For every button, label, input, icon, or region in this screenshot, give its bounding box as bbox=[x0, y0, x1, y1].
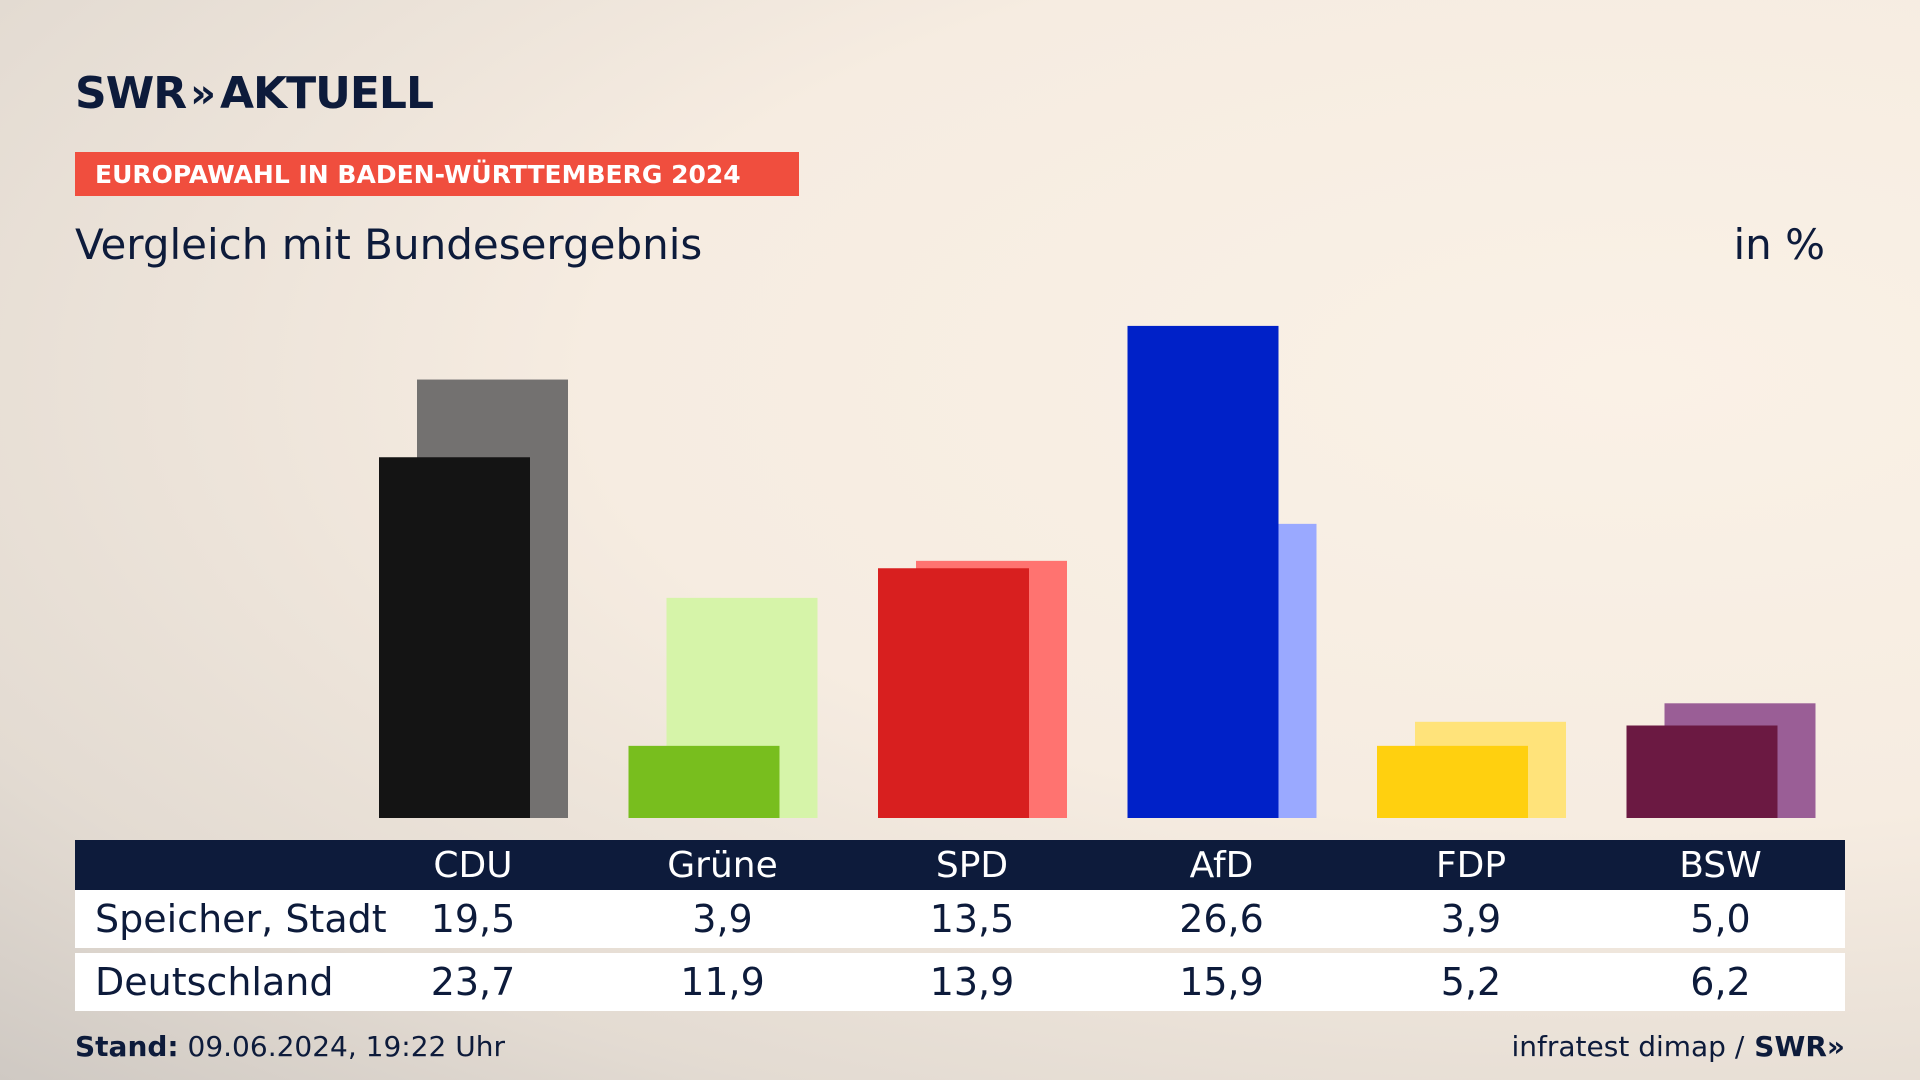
timestamp: Stand: 09.06.2024, 19:22 Uhr bbox=[75, 1030, 505, 1063]
row-label: Speicher, Stadt bbox=[95, 897, 387, 941]
party-header: SPD bbox=[935, 844, 1009, 886]
chart-subtitle: Vergleich mit Bundesergebnis bbox=[75, 220, 703, 269]
party-header: BSW bbox=[1679, 844, 1762, 886]
source-credit: infratest dimap / SWR» bbox=[1511, 1030, 1845, 1063]
table-row: Deutschland 23,7 11,9 13,9 15,9 5,2 6,2 bbox=[75, 953, 1845, 1011]
source-brand: SWR» bbox=[1754, 1030, 1845, 1063]
logo-aktuell-text: AKTUELL bbox=[219, 68, 434, 119]
value-cell: 3,9 bbox=[1440, 897, 1502, 941]
row-label: Deutschland bbox=[95, 960, 334, 1004]
value-cell: 13,5 bbox=[929, 897, 1015, 941]
unit-label: in % bbox=[1733, 220, 1825, 269]
source-text: infratest dimap / bbox=[1511, 1030, 1745, 1063]
stand-value: 09.06.2024, 19:22 Uhr bbox=[187, 1030, 505, 1063]
table-row: Speicher, Stadt 19,5 3,9 13,5 26,6 3,9 5,0 bbox=[75, 890, 1845, 948]
bar-chart bbox=[379, 325, 1816, 818]
logo-swr-text: SWR bbox=[75, 68, 187, 119]
bar-speicher-grüne bbox=[628, 745, 780, 818]
bar-speicher-cdu bbox=[379, 457, 530, 818]
bar-speicher-fdp bbox=[1377, 745, 1528, 818]
party-header: FDP bbox=[1435, 844, 1507, 886]
party-header: Grüne bbox=[667, 844, 778, 886]
value-cell: 15,9 bbox=[1179, 960, 1264, 1004]
value-cell: 26,6 bbox=[1179, 897, 1264, 941]
value-cell: 13,9 bbox=[929, 960, 1015, 1004]
value-cell: 19,5 bbox=[430, 897, 516, 941]
party-header: AfD bbox=[1189, 844, 1254, 886]
value-cell: 5,0 bbox=[1690, 897, 1751, 941]
table-header: CDU Grüne SPD AfD FDP BSW bbox=[75, 840, 1845, 890]
value-cell: 23,7 bbox=[430, 960, 516, 1004]
election-banner: EUROPAWAHL IN BADEN-WÜRTTEMBERG 2024 bbox=[75, 152, 799, 196]
party-header: CDU bbox=[433, 844, 513, 886]
value-cell: 6,2 bbox=[1690, 960, 1751, 1004]
value-cell: 3,9 bbox=[692, 897, 753, 941]
bar-speicher-bsw bbox=[1626, 725, 1778, 818]
bar-speicher-afd bbox=[1127, 325, 1279, 818]
swr-aktuell-logo: SWR » AKTUELL bbox=[75, 68, 434, 119]
bar-speicher-spd bbox=[878, 568, 1029, 818]
value-cell: 5,2 bbox=[1440, 960, 1502, 1004]
results-table: CDU Grüne SPD AfD FDP BSW Speicher, Stadt 19,… bbox=[75, 840, 1845, 1011]
stand-label: Stand: bbox=[75, 1030, 179, 1063]
value-cell: 11,9 bbox=[680, 960, 765, 1004]
